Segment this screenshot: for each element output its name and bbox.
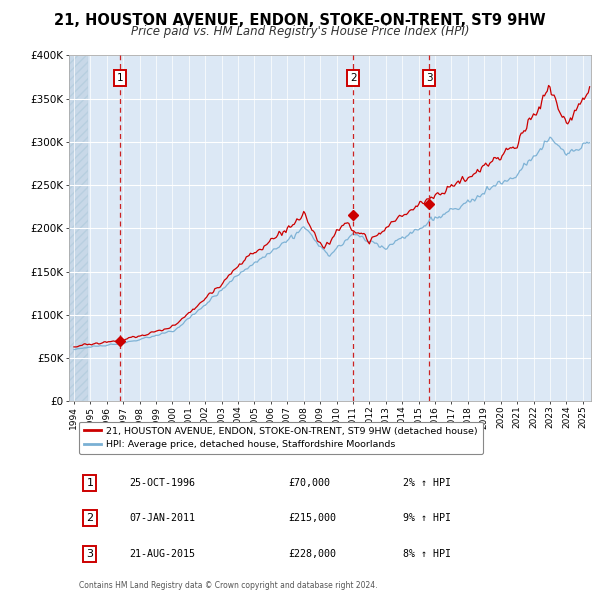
- Text: Price paid vs. HM Land Registry's House Price Index (HPI): Price paid vs. HM Land Registry's House …: [131, 25, 469, 38]
- Text: 1: 1: [86, 478, 94, 488]
- Legend: 21, HOUSTON AVENUE, ENDON, STOKE-ON-TRENT, ST9 9HW (detached house), HPI: Averag: 21, HOUSTON AVENUE, ENDON, STOKE-ON-TREN…: [79, 422, 482, 454]
- Text: £228,000: £228,000: [288, 549, 336, 559]
- Text: £215,000: £215,000: [288, 513, 336, 523]
- Text: 25-OCT-1996: 25-OCT-1996: [129, 478, 195, 488]
- Text: 3: 3: [86, 549, 94, 559]
- Text: £70,000: £70,000: [288, 478, 330, 488]
- Text: 21, HOUSTON AVENUE, ENDON, STOKE-ON-TRENT, ST9 9HW: 21, HOUSTON AVENUE, ENDON, STOKE-ON-TREN…: [54, 13, 546, 28]
- Text: 2: 2: [350, 73, 356, 83]
- Text: 21-AUG-2015: 21-AUG-2015: [129, 549, 195, 559]
- Text: Contains HM Land Registry data © Crown copyright and database right 2024.: Contains HM Land Registry data © Crown c…: [79, 581, 378, 590]
- Text: 9% ↑ HPI: 9% ↑ HPI: [403, 513, 451, 523]
- Text: 2: 2: [86, 513, 94, 523]
- Text: 3: 3: [426, 73, 433, 83]
- Text: 8% ↑ HPI: 8% ↑ HPI: [403, 549, 451, 559]
- Text: 2% ↑ HPI: 2% ↑ HPI: [403, 478, 451, 488]
- Text: 07-JAN-2011: 07-JAN-2011: [129, 513, 195, 523]
- Bar: [69, 55, 88, 401]
- Text: 1: 1: [117, 73, 124, 83]
